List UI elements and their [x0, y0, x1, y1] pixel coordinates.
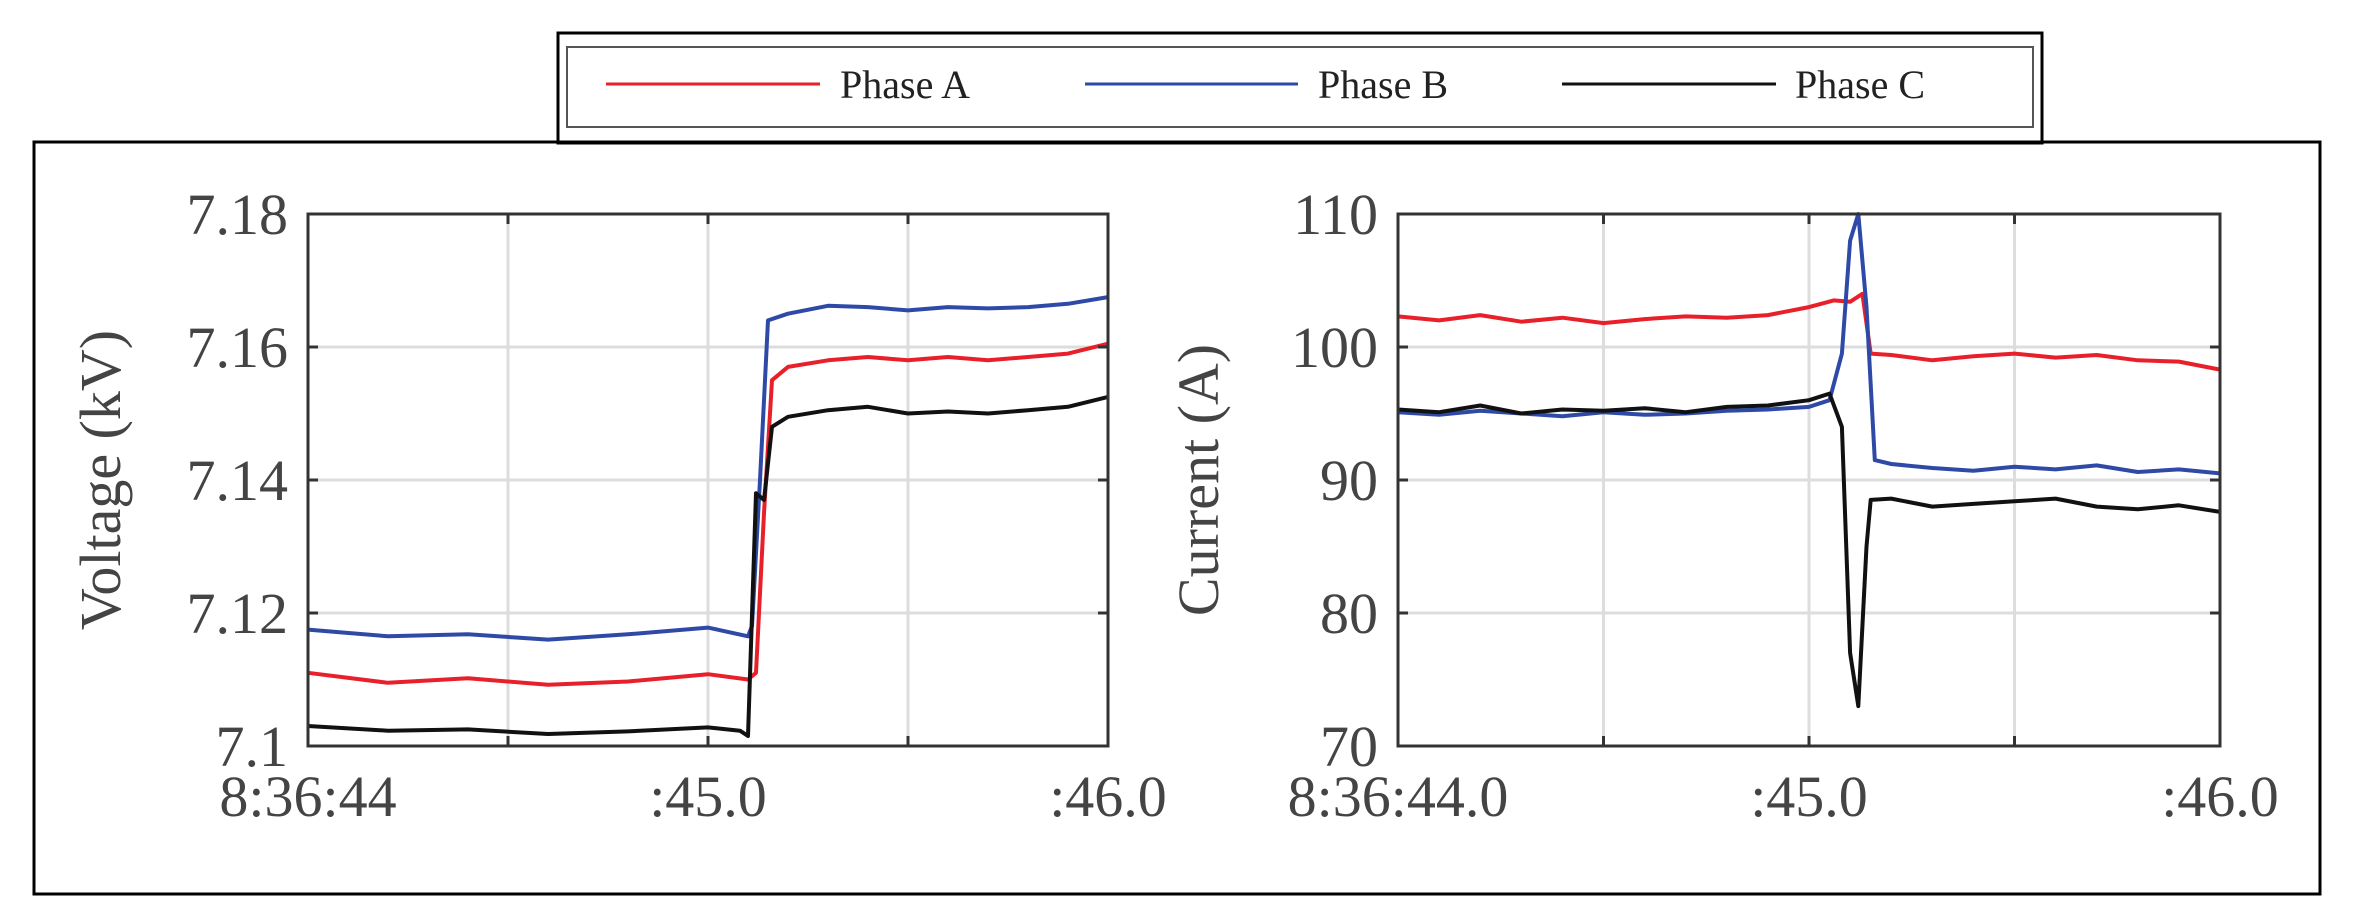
legend-inner-border: [566, 46, 2034, 128]
voltage-grid: [308, 214, 1108, 746]
voltage-series-phase-c: [307, 394, 1109, 738]
current-chart: 70 80 90 100 110 8:36:44.0 :45.0 :46.0 Current (…: [1166, 182, 2279, 829]
current-xtick-label: :46.0: [2161, 764, 2279, 829]
voltage-ytick-label: 7.18: [187, 182, 289, 247]
voltage-xtick-label: :46.0: [1049, 764, 1167, 829]
current-ytick-label: 90: [1320, 448, 1378, 513]
current-series-phase-b: [1397, 212, 2221, 476]
legend-label-phase-a: Phase A: [840, 62, 970, 107]
current-ylabel: Current (A): [1166, 344, 1231, 616]
current-xtick-label: 8:36:44.0: [1288, 764, 1509, 829]
figure-frame: [32, 140, 2322, 896]
legend-label-phase-c: Phase C: [1795, 62, 1925, 107]
voltage-ytick-label: 7.1: [216, 714, 289, 779]
voltage-ytick-label: 7.16: [187, 315, 289, 380]
voltage-xtick-label: :45.0: [649, 764, 767, 829]
voltage-series-phase-b: [307, 295, 1109, 642]
voltage-ylabel: Voltage (kV): [68, 330, 133, 630]
current-xtick-label: :45.0: [1750, 764, 1868, 829]
legend-label-phase-b: Phase B: [1318, 62, 1448, 107]
current-ytick-label: 100: [1291, 315, 1378, 380]
legend: Phase A Phase B Phase C: [556, 31, 2044, 145]
current-series-phase-c: [1397, 391, 2221, 709]
current-ytick-label: 80: [1320, 581, 1378, 646]
voltage-xtick-label: 8:36:44: [219, 764, 396, 829]
current-series-phase-a: [1397, 291, 2221, 372]
voltage-chart: 7.1 7.12 7.14 7.16 7.18 8:36:44 :45.0 :46.0 Volt…: [68, 182, 1167, 829]
current-grid: [1398, 214, 2220, 746]
voltage-ytick-label: 7.14: [187, 448, 289, 513]
voltage-ytick-label: 7.12: [187, 581, 289, 646]
voltage-series-phase-a: [307, 341, 1109, 687]
current-ytick-label: 110: [1293, 182, 1378, 247]
current-ytick-label: 70: [1320, 714, 1378, 779]
